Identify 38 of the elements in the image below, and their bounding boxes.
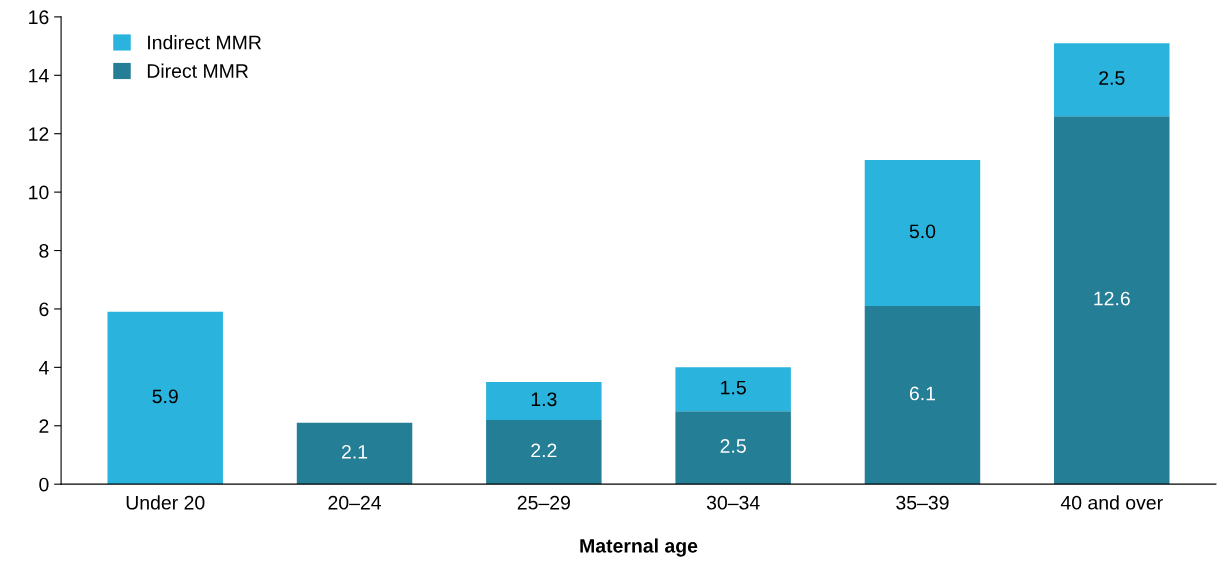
data-label: 2.5 xyxy=(1099,71,1125,85)
x-axis-title: Maternal age xyxy=(580,538,698,557)
y-tick-label: 14 xyxy=(29,68,49,83)
bar xyxy=(675,411,791,485)
y-tick-label: 10 xyxy=(29,185,49,200)
data-label: 12.6 xyxy=(1094,291,1130,306)
data-label: 1.3 xyxy=(531,392,557,407)
y-tick-label: 6 xyxy=(39,302,49,317)
bar xyxy=(486,381,602,420)
data-label: 2.1 xyxy=(341,444,368,459)
y-tick-label: 12 xyxy=(29,127,49,141)
y-tick-label: 4 xyxy=(38,361,49,375)
bar xyxy=(1054,116,1170,485)
legend-label: Direct MMR xyxy=(147,63,249,78)
x-tick-label: 35–39 xyxy=(896,495,949,510)
bar xyxy=(1054,43,1170,117)
bar xyxy=(486,419,602,485)
y-tick-label: 0 xyxy=(39,477,49,492)
bar xyxy=(107,311,223,485)
y-tick-label: 2 xyxy=(39,419,49,433)
x-tick-label: 20–24 xyxy=(328,495,381,510)
bar xyxy=(864,160,981,307)
bar xyxy=(296,422,413,485)
x-tick-label: 25–29 xyxy=(517,495,570,510)
y-tick-label: 16 xyxy=(29,10,49,25)
bar xyxy=(864,306,981,485)
y-tick-label: 8 xyxy=(39,244,49,258)
data-label: 5.0 xyxy=(909,224,936,239)
data-label: 6.1 xyxy=(909,386,936,401)
x-tick-label: 40 and over xyxy=(1060,495,1163,510)
x-tick-label: Under 20 xyxy=(126,495,205,510)
data-label: 5.9 xyxy=(152,389,178,404)
legend-label: Indirect MMR xyxy=(148,35,261,50)
x-tick-label: 30–34 xyxy=(706,495,760,510)
data-label: 2.2 xyxy=(531,443,557,458)
data-label: 2.5 xyxy=(720,439,746,453)
bar xyxy=(675,367,791,412)
data-label: 1.5 xyxy=(721,380,746,395)
